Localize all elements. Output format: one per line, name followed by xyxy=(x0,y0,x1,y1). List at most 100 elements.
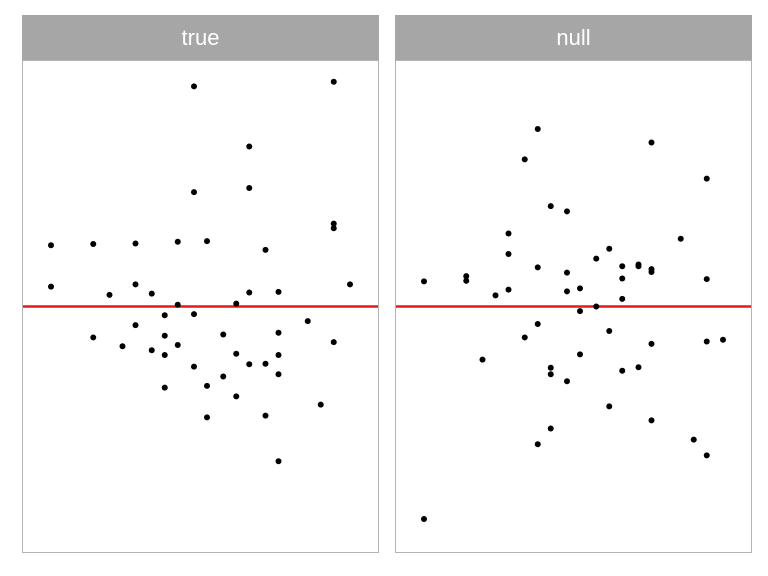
facet-panel-null: null xyxy=(395,15,752,553)
data-point xyxy=(317,401,324,408)
data-point xyxy=(233,393,240,400)
data-point xyxy=(148,347,155,354)
data-point xyxy=(191,83,197,90)
data-point xyxy=(619,367,626,374)
data-point xyxy=(619,295,626,302)
data-point xyxy=(262,412,269,419)
data-point xyxy=(220,373,227,380)
data-point xyxy=(619,263,626,270)
data-point xyxy=(648,269,655,276)
scatter-plot-svg xyxy=(396,126,751,522)
data-point xyxy=(547,371,554,378)
data-point xyxy=(564,288,570,295)
data-point xyxy=(577,308,583,315)
data-point xyxy=(48,283,54,290)
data-point xyxy=(547,364,554,371)
data-point xyxy=(577,285,583,292)
data-point xyxy=(606,245,613,252)
facet-strip-title: true xyxy=(22,15,379,60)
data-point xyxy=(330,220,337,227)
data-point xyxy=(505,286,512,293)
data-point xyxy=(275,371,282,378)
data-point xyxy=(275,329,282,336)
data-point xyxy=(703,338,710,345)
data-point xyxy=(304,318,311,325)
data-point xyxy=(246,361,253,368)
data-point xyxy=(262,246,269,253)
data-point xyxy=(521,334,528,341)
data-point xyxy=(648,139,655,146)
data-point xyxy=(132,240,139,247)
data-point xyxy=(191,363,197,370)
data-point xyxy=(275,458,282,465)
data-point xyxy=(233,300,240,307)
facet-strip-title: null xyxy=(395,15,752,60)
data-point xyxy=(703,276,710,283)
data-point xyxy=(463,277,470,284)
data-point xyxy=(246,184,253,191)
data-point xyxy=(534,321,541,328)
data-point xyxy=(606,403,613,410)
data-point xyxy=(191,311,197,318)
data-point xyxy=(90,334,97,341)
data-point xyxy=(421,515,427,522)
data-point xyxy=(275,351,282,358)
data-point xyxy=(564,378,570,385)
plot-area xyxy=(22,60,379,553)
data-point xyxy=(648,340,655,347)
facet-panel-true: true xyxy=(22,15,379,553)
data-point xyxy=(161,312,168,319)
data-point xyxy=(720,336,726,343)
data-point xyxy=(132,322,139,329)
data-point xyxy=(547,425,554,432)
data-point xyxy=(521,156,528,163)
data-point xyxy=(204,414,210,421)
data-point xyxy=(161,332,168,339)
data-point xyxy=(132,281,139,288)
data-point xyxy=(505,230,512,237)
data-point xyxy=(275,288,282,295)
data-point xyxy=(593,255,600,262)
data-point xyxy=(564,208,570,215)
data-point xyxy=(690,436,697,443)
data-point xyxy=(246,143,253,150)
data-point xyxy=(246,289,253,296)
data-point xyxy=(593,303,600,310)
data-point xyxy=(161,351,168,358)
data-point xyxy=(577,351,583,358)
data-point xyxy=(119,343,126,350)
data-point xyxy=(174,301,181,308)
data-point xyxy=(564,269,570,276)
data-point xyxy=(330,339,337,346)
data-point xyxy=(479,356,486,363)
data-point xyxy=(463,273,470,280)
data-point xyxy=(505,250,512,257)
data-point xyxy=(421,278,427,285)
plot-area xyxy=(395,60,752,553)
data-point xyxy=(174,238,181,245)
data-point xyxy=(534,441,541,448)
data-point xyxy=(90,241,97,248)
data-point xyxy=(233,350,240,357)
data-point xyxy=(174,342,181,349)
data-point xyxy=(106,291,113,298)
data-point xyxy=(191,189,197,196)
data-point xyxy=(330,225,337,232)
data-point xyxy=(635,364,642,371)
data-point xyxy=(492,292,499,299)
data-point xyxy=(677,235,684,242)
data-point xyxy=(220,331,227,338)
data-point xyxy=(534,264,541,271)
data-point xyxy=(703,452,710,459)
data-point xyxy=(148,290,155,297)
data-point xyxy=(606,328,613,335)
data-point xyxy=(703,175,710,182)
data-point xyxy=(347,281,353,288)
data-point xyxy=(204,238,210,245)
data-point xyxy=(204,382,210,389)
data-point xyxy=(619,275,626,282)
data-point xyxy=(534,126,541,133)
data-point xyxy=(635,263,642,270)
scatter-plot-svg xyxy=(23,78,378,465)
data-point xyxy=(648,417,655,424)
